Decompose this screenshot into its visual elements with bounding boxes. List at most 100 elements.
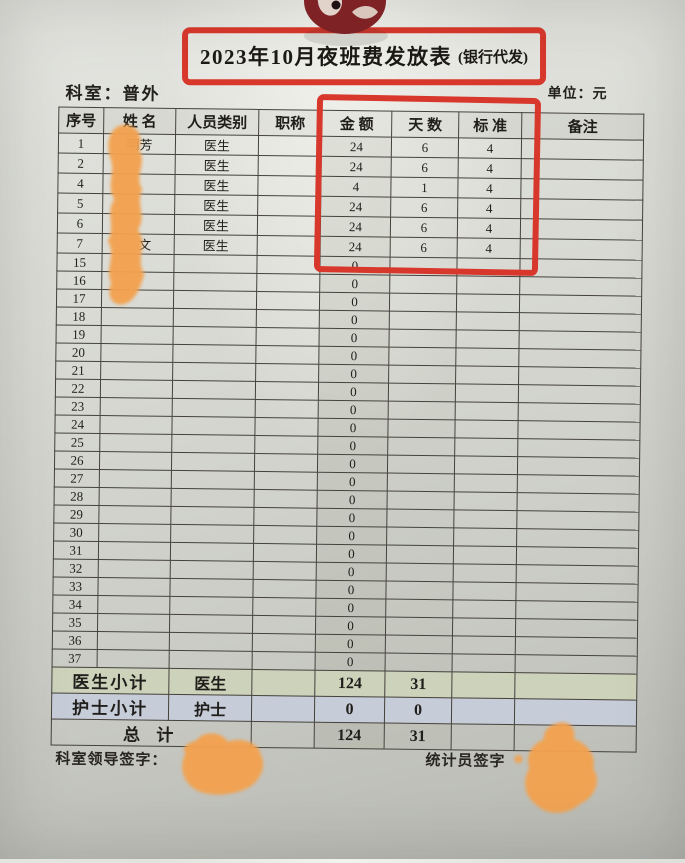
cell-remark <box>518 330 642 351</box>
cell-no: 7 <box>57 233 103 254</box>
cell-remark <box>518 348 641 369</box>
cell-days <box>385 581 454 600</box>
cell-title <box>254 471 318 491</box>
cell-days <box>389 311 457 330</box>
cell-category <box>169 578 254 598</box>
cell-category <box>171 452 255 472</box>
cell-amount: 0 <box>316 562 387 582</box>
cell-standard <box>451 671 516 699</box>
cell-days: 6 <box>390 237 458 258</box>
cell-days <box>389 257 458 276</box>
table-body: 1 明芳 医生 24 6 4 2 医生 24 6 4 4 医生 4 1 4 5 医生 24 6 4 6 医生 24 6 4 7 文医… <box>51 133 644 753</box>
cell-remark <box>515 636 638 657</box>
cell-days <box>386 527 454 546</box>
cell-standard <box>453 509 517 529</box>
cell-amount: 0 <box>317 490 388 510</box>
cell-standard <box>451 697 515 725</box>
cell-days: 6 <box>391 137 459 158</box>
cell-category: 医生 <box>174 234 258 256</box>
cell-amount: 0 <box>317 454 388 474</box>
cell-no: 24 <box>54 414 101 434</box>
cell-category <box>172 362 256 382</box>
cell-remark <box>516 528 639 549</box>
cell-no: 2 <box>58 153 104 174</box>
cell-name <box>97 613 170 633</box>
cell-days <box>385 599 453 618</box>
cell-amount: 4 <box>320 176 392 198</box>
cell-amount: 0 <box>319 310 390 330</box>
cell-days <box>387 491 455 510</box>
cell-days <box>387 419 456 438</box>
cell-standard <box>453 545 517 565</box>
cell-title <box>256 255 321 275</box>
cell-standard: 4 <box>457 217 521 239</box>
cell-standard <box>451 723 515 751</box>
column-header-5: 天 数 <box>391 111 459 138</box>
cell-days <box>385 653 453 672</box>
cell-no: 4 <box>57 173 104 194</box>
cell-remark <box>517 474 640 495</box>
summary-label: 医生小计 <box>51 666 170 695</box>
cell-no: 30 <box>53 522 99 542</box>
cell-name <box>97 631 170 651</box>
cell-title <box>256 291 320 311</box>
cell-amount: 0 <box>315 598 386 618</box>
cell-amount: 0 <box>318 364 389 384</box>
cell-days <box>385 617 453 636</box>
cell-amount: 0 <box>317 472 388 492</box>
cell-no: 20 <box>55 342 102 362</box>
cell-standard <box>454 437 518 457</box>
cell-days <box>388 365 456 384</box>
cell-category: 医生 <box>174 194 258 216</box>
column-header-2: 人员类别 <box>175 108 259 136</box>
cell-title <box>252 651 316 671</box>
cell-name <box>100 397 173 417</box>
cell-name <box>103 153 176 175</box>
cell-standard <box>456 257 521 277</box>
cell-name <box>100 343 174 363</box>
cell-title <box>254 453 318 473</box>
cell-name <box>97 577 171 597</box>
cell-name <box>97 649 170 669</box>
document-title-parenthetical: (银行代发) <box>458 49 529 66</box>
cell-standard <box>455 383 519 403</box>
cell-title <box>252 633 316 653</box>
cell-category <box>170 524 254 544</box>
cell-category <box>171 470 255 490</box>
cell-no: 36 <box>52 630 98 650</box>
cell-no: 15 <box>56 253 103 272</box>
cell-amount: 0 <box>318 400 389 420</box>
cell-remark <box>520 178 644 201</box>
cell-title <box>252 579 317 599</box>
cell-name <box>100 361 173 381</box>
cell-amount: 0 <box>317 418 389 438</box>
cell-days: 0 <box>384 697 452 724</box>
cell-title <box>255 399 319 419</box>
cell-standard <box>452 653 516 673</box>
statistician-signature-label: 统计员签字 <box>425 753 506 771</box>
cell-days <box>386 563 454 582</box>
cell-remark <box>518 384 641 405</box>
document-title: 2023年10月夜班费发放表 <box>200 45 453 70</box>
cell-category <box>171 416 256 436</box>
cell-category <box>169 596 253 616</box>
cell-name <box>98 541 171 561</box>
cell-days <box>387 473 455 492</box>
cell-category <box>173 272 257 292</box>
cell-days <box>386 509 455 528</box>
cell-remark <box>516 510 639 531</box>
cell-name <box>101 289 174 309</box>
unit-label: 单位：元 <box>547 86 608 103</box>
cell-amount: 0 <box>316 508 388 528</box>
cell-amount: 0 <box>315 616 386 636</box>
cell-standard <box>453 527 517 547</box>
cell-standard: 4 <box>458 137 522 159</box>
cell-title <box>257 215 321 237</box>
cell-remark <box>519 294 642 315</box>
cell-remark <box>520 218 643 241</box>
cell-category <box>172 398 256 418</box>
cell-name <box>97 595 170 615</box>
summary-label: 总 计 <box>51 718 252 748</box>
cell-title <box>258 135 322 157</box>
